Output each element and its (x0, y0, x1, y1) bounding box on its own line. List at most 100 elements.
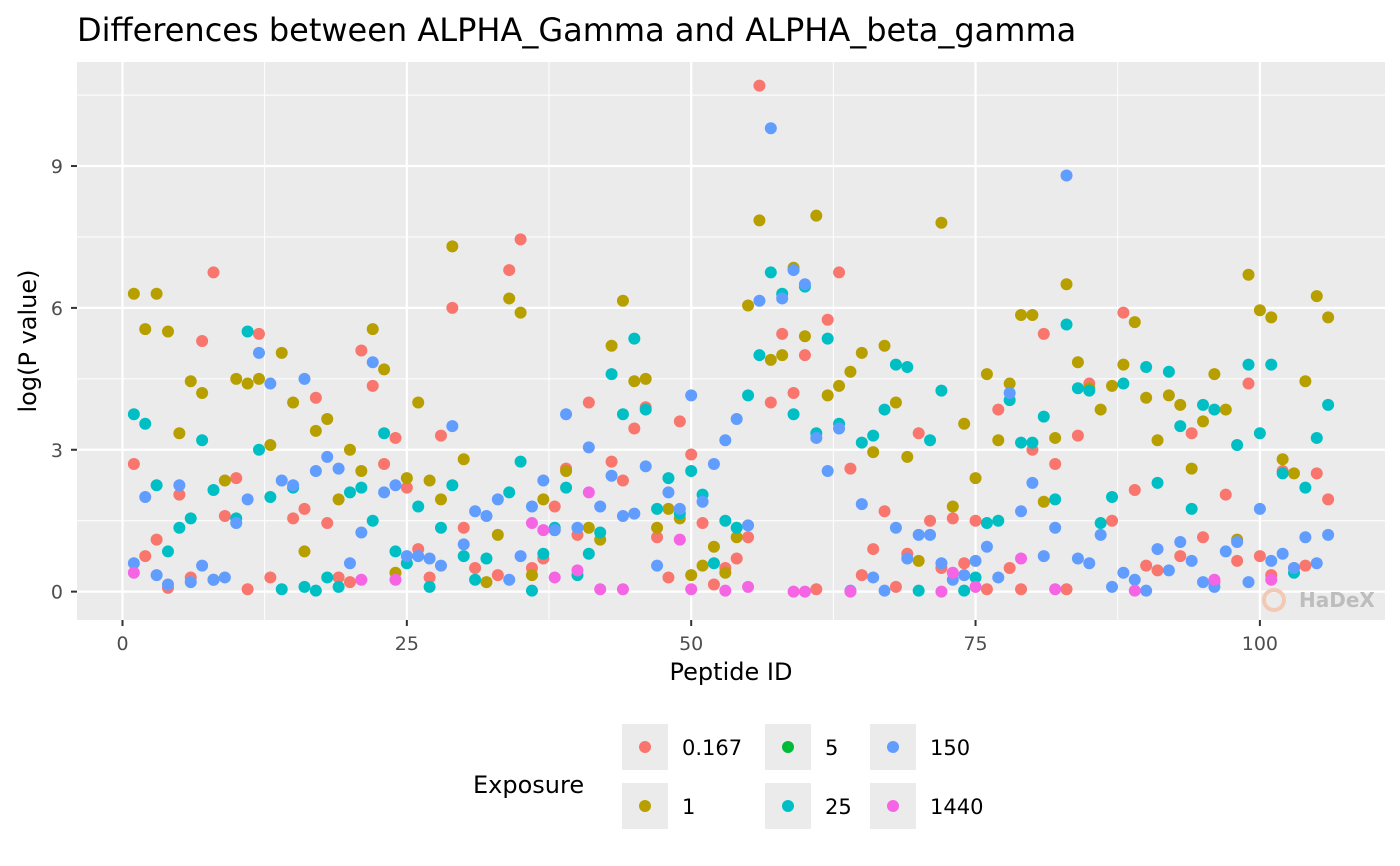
data-point-150 (332, 462, 345, 475)
x-tick-label: 50 (679, 633, 703, 655)
data-point-0.167 (878, 505, 891, 518)
data-point-1 (1117, 358, 1130, 371)
data-point-0.167 (582, 396, 595, 409)
legend-key-dot (782, 800, 794, 812)
data-point-150 (434, 559, 447, 572)
data-point-25 (469, 573, 482, 586)
data-point-25 (1162, 365, 1175, 378)
data-point-25 (594, 526, 607, 539)
data-point-0.167 (298, 502, 311, 515)
data-point-1 (525, 569, 538, 582)
legend-key-dot (887, 741, 899, 753)
data-point-150 (1083, 557, 1096, 570)
data-point-150 (1265, 554, 1278, 567)
data-point-25 (309, 584, 322, 597)
data-point-0.167 (764, 396, 777, 409)
data-point-1 (867, 446, 880, 459)
data-point-0.167 (912, 427, 925, 440)
data-point-0.167 (1015, 583, 1028, 596)
data-point-25 (639, 403, 652, 416)
data-point-0.167 (514, 233, 527, 246)
data-point-150 (412, 550, 425, 563)
data-point-1440 (798, 585, 811, 598)
data-point-0.167 (1242, 377, 1255, 390)
data-point-1440 (594, 583, 607, 596)
data-point-25 (662, 472, 675, 485)
data-point-150 (685, 389, 698, 402)
data-point-25 (958, 584, 971, 597)
data-point-150 (810, 431, 823, 444)
data-point-25 (343, 486, 356, 499)
data-point-25 (537, 547, 550, 560)
data-point-0.167 (446, 301, 459, 314)
data-point-150 (1174, 535, 1187, 548)
data-point-150 (935, 557, 948, 570)
data-point-0.167 (1322, 493, 1335, 506)
data-point-0.167 (867, 543, 880, 556)
legend-key-dot (639, 800, 651, 812)
data-point-1 (423, 474, 436, 487)
data-point-150 (958, 569, 971, 582)
data-point-150 (1310, 557, 1323, 570)
data-point-25 (935, 384, 948, 397)
data-point-1 (1310, 290, 1323, 303)
data-point-1 (730, 531, 743, 544)
data-point-1440 (946, 566, 959, 579)
data-point-0.167 (491, 569, 504, 582)
data-point-25 (355, 481, 368, 494)
data-point-1440 (1049, 583, 1062, 596)
data-point-0.167 (252, 327, 265, 340)
y-axis-ticks: 0 3 6 9 (51, 156, 77, 604)
data-point-0.167 (969, 514, 982, 527)
data-point-1 (514, 306, 527, 319)
data-point-1440 (616, 583, 629, 596)
data-point-1 (616, 294, 629, 307)
data-point-150 (992, 571, 1005, 584)
data-point-0.167 (730, 552, 743, 565)
data-point-0.167 (127, 457, 140, 470)
data-point-150 (423, 552, 436, 565)
data-point-1 (241, 377, 254, 390)
data-point-25 (275, 583, 288, 596)
data-point-1440 (127, 566, 140, 579)
data-point-1 (1037, 495, 1050, 508)
data-point-1 (776, 349, 789, 362)
data-point-150 (696, 495, 709, 508)
data-point-150 (924, 528, 937, 541)
data-point-1 (685, 569, 698, 582)
hadex-watermark: HaDeX (1262, 588, 1375, 612)
data-point-150 (173, 479, 186, 492)
data-point-150 (1299, 531, 1312, 544)
data-point-150 (457, 538, 470, 551)
data-point-0.167 (1231, 554, 1244, 567)
data-point-1440 (537, 524, 550, 537)
data-point-25 (1197, 398, 1210, 411)
data-point-1440 (582, 486, 595, 499)
x-tick-label: 100 (1242, 633, 1278, 655)
data-point-1 (639, 372, 652, 385)
data-point-1 (753, 214, 766, 227)
data-point-150 (1037, 550, 1050, 563)
data-point-0.167 (924, 514, 937, 527)
data-point-0.167 (1106, 514, 1119, 527)
data-point-1 (833, 379, 846, 392)
x-axis-ticks: 0 25 50 75 100 (116, 620, 1278, 655)
legend-key-dot (887, 800, 899, 812)
data-point-1 (651, 521, 664, 534)
data-point-150 (1106, 580, 1119, 593)
data-point-1 (980, 368, 993, 381)
data-point-0.167 (378, 457, 391, 470)
data-point-25 (184, 512, 197, 525)
data-point-25 (1310, 431, 1323, 444)
data-point-150 (776, 292, 789, 305)
x-axis-title: Peptide ID (670, 658, 793, 686)
data-point-0.167 (753, 79, 766, 92)
data-point-25 (821, 332, 834, 345)
data-point-1440 (685, 583, 698, 596)
data-point-1440 (787, 585, 800, 598)
data-point-0.167 (810, 583, 823, 596)
data-point-1440 (742, 580, 755, 593)
data-point-1 (1197, 415, 1210, 428)
data-point-150 (1242, 576, 1255, 589)
